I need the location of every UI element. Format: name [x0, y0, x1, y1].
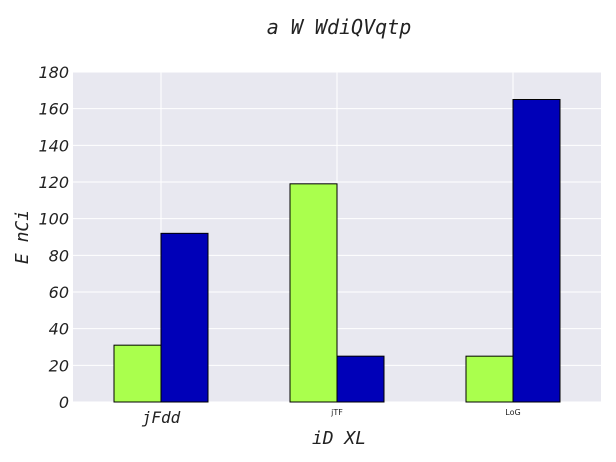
y-tick-label: 80 — [49, 246, 69, 265]
y-tick-label: 60 — [49, 283, 69, 302]
y-tick-label: 20 — [49, 356, 69, 375]
bar-series-1-LoG — [465, 355, 514, 403]
x-tick-label: jFdd — [142, 408, 181, 427]
y-tick-label: 120 — [38, 173, 69, 192]
bar-series-1-jFdd — [113, 344, 162, 403]
y-tick-label: 100 — [38, 210, 69, 229]
y-tick-label: 180 — [38, 63, 69, 82]
x-tick-label: jTF — [330, 408, 343, 417]
bar-series-2-LoG — [512, 99, 561, 403]
y-axis-label: E nCi — [12, 210, 33, 264]
bar-series-2-jTF — [336, 355, 385, 403]
x-tick-label: LoG — [505, 408, 520, 417]
x-axis-label: iD XL — [312, 428, 366, 449]
y-tick-label: 140 — [38, 136, 69, 155]
x-axis-ticks: jFdd jTF LoG — [142, 408, 521, 427]
y-tick-label: 0 — [59, 393, 69, 412]
bar-series-2-jFdd — [160, 232, 209, 403]
y-tick-label: 160 — [38, 100, 69, 119]
chart-title: a W WdiQVqtp — [267, 15, 412, 39]
y-tick-label: 40 — [49, 320, 69, 339]
bars — [113, 99, 561, 403]
y-axis-ticks: 0 20 40 60 80 100 120 140 160 180 — [38, 63, 69, 412]
bar-series-1-jTF — [289, 183, 338, 403]
